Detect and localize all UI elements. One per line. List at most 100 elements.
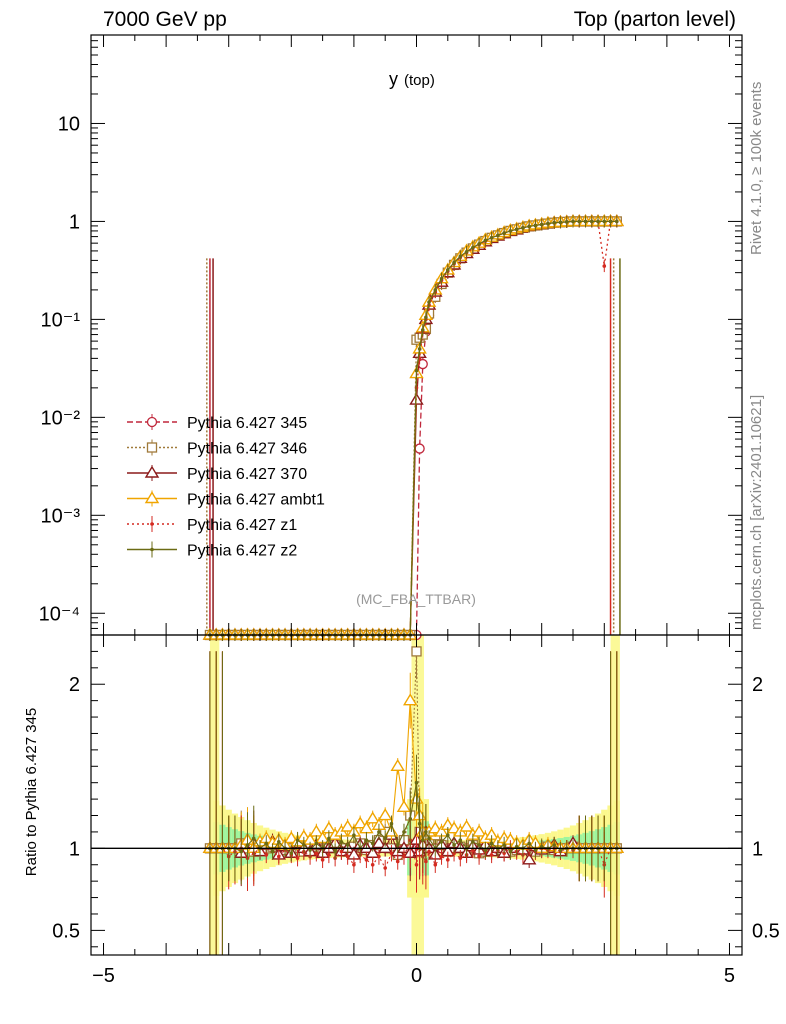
ratio-point <box>377 807 393 824</box>
ratio-point <box>502 836 506 854</box>
data-point <box>514 223 519 236</box>
ratio-point <box>352 827 356 844</box>
data-point <box>414 364 419 377</box>
ratio-point <box>477 836 481 854</box>
x-tick-label: −5 <box>92 965 115 987</box>
data-point <box>417 342 422 355</box>
ratio-point <box>402 823 406 841</box>
ratio-point <box>352 815 368 832</box>
ratio-point <box>339 833 344 850</box>
data-point <box>424 311 428 324</box>
data-point <box>615 215 619 228</box>
ratio-point <box>445 851 450 869</box>
data-point <box>552 216 557 229</box>
ratio-point <box>427 830 431 847</box>
ratio-point <box>445 827 450 844</box>
band-edge <box>209 635 220 955</box>
ratio-point <box>395 836 400 854</box>
data-point <box>445 263 450 276</box>
header-left: 7000 GeV pp <box>103 8 227 31</box>
ratio-point <box>390 758 405 775</box>
data-point <box>420 323 425 336</box>
ratio-tick-label: 0.5 <box>52 920 80 942</box>
ratio-tick-label-right: 2 <box>752 674 763 696</box>
data-point <box>602 215 607 228</box>
ratio-point <box>439 833 444 850</box>
data-point <box>571 215 575 228</box>
ratio-point <box>270 843 275 860</box>
ratio-point <box>483 841 488 859</box>
header-right: Top (parton level) <box>573 8 736 31</box>
ratio-point <box>352 856 356 873</box>
ratio-point <box>458 831 463 849</box>
ratio-point <box>396 799 412 816</box>
ratio-tick-label: 2 <box>69 674 80 696</box>
legend-entry: Pythia 6.427 z2 <box>127 541 297 560</box>
data-point <box>602 260 607 273</box>
ratio-point <box>508 843 513 860</box>
ratio-point <box>327 846 331 864</box>
ratio-point <box>327 830 331 847</box>
data-point <box>496 229 500 242</box>
ratio-point <box>414 836 419 893</box>
ratio-point <box>420 812 425 869</box>
series-layer <box>202 214 625 955</box>
data-point <box>527 220 531 233</box>
ratio-point <box>417 795 422 852</box>
ratio-tick-label-right: 1 <box>752 838 763 860</box>
legend-label: Pythia 6.427 z2 <box>187 543 297 560</box>
data-point <box>427 296 431 309</box>
ratio-point <box>383 859 388 877</box>
y-tick-label: 1 <box>69 211 80 233</box>
ratio-point <box>389 815 394 832</box>
y-tick-label: 10⁻³ <box>41 505 81 527</box>
chart-title-sub: (top) <box>404 72 435 89</box>
legend-entry: Pythia 6.427 z1 <box>127 516 297 534</box>
axes: −5 0 5 10 1 10⁻¹ 10⁻² 10⁻³ 10⁻⁴ 2 2 1 1 0.5 0.5 <box>39 34 780 987</box>
legend-label: Pythia 6.427 370 <box>187 466 307 483</box>
ratio-point <box>239 818 244 885</box>
x-tick-label: 0 <box>411 965 422 987</box>
data-point <box>508 224 513 237</box>
data-point <box>464 245 469 258</box>
ratio-point <box>459 818 474 836</box>
data-point <box>533 219 538 232</box>
ratio-point <box>333 843 337 860</box>
data-point <box>546 217 550 230</box>
legend-entry: Pythia 6.427 346 <box>127 439 307 458</box>
ratio-tick-label-right: 0.5 <box>752 920 780 942</box>
y-tick-label: 10⁻¹ <box>41 309 81 331</box>
x-tick-label: 5 <box>724 965 735 987</box>
data-point <box>521 221 525 234</box>
y-tick-label: 10⁻² <box>41 407 81 429</box>
ratio-point <box>558 841 563 859</box>
data-point <box>458 250 463 263</box>
data-point <box>483 234 488 247</box>
ratio-point <box>383 830 388 847</box>
data-point <box>608 215 613 228</box>
legend-entry: Pythia 6.427 ambt1 <box>127 490 325 509</box>
data-point <box>577 215 582 228</box>
ratio-point <box>402 848 406 865</box>
legend-label: Pythia 6.427 z1 <box>187 517 297 534</box>
ratio-point <box>408 790 413 847</box>
data-point <box>477 237 481 250</box>
ratio-point <box>245 812 250 878</box>
legend: Pythia 6.427 345 Pythia 6.427 346 Pythia 6… <box>127 414 325 560</box>
ratio-point <box>377 823 381 841</box>
ratio-point <box>364 851 369 869</box>
ratio-point <box>251 805 256 872</box>
data-point <box>433 283 438 296</box>
data-point <box>414 442 425 455</box>
ratio-point <box>458 849 463 867</box>
ratio-point <box>365 810 380 827</box>
ratio-point <box>395 853 400 870</box>
ratio-point <box>424 804 428 860</box>
data-point <box>452 256 456 269</box>
ratio-point <box>452 836 456 854</box>
legend-label: Pythia 6.427 ambt1 <box>187 492 325 509</box>
y-tick-label: 10 <box>58 113 80 135</box>
y-tick-label: 10⁻⁴ <box>39 603 80 625</box>
data-point <box>564 215 569 228</box>
watermark: (MC_FBA_TTBAR) <box>356 591 476 607</box>
